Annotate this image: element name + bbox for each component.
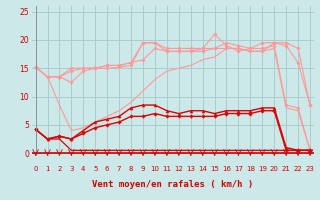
X-axis label: Vent moyen/en rafales ( km/h ): Vent moyen/en rafales ( km/h ) bbox=[92, 180, 253, 189]
